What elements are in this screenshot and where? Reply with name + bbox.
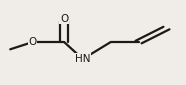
Text: O: O [28, 37, 37, 47]
Text: HN: HN [75, 54, 91, 64]
Text: O: O [60, 14, 68, 24]
